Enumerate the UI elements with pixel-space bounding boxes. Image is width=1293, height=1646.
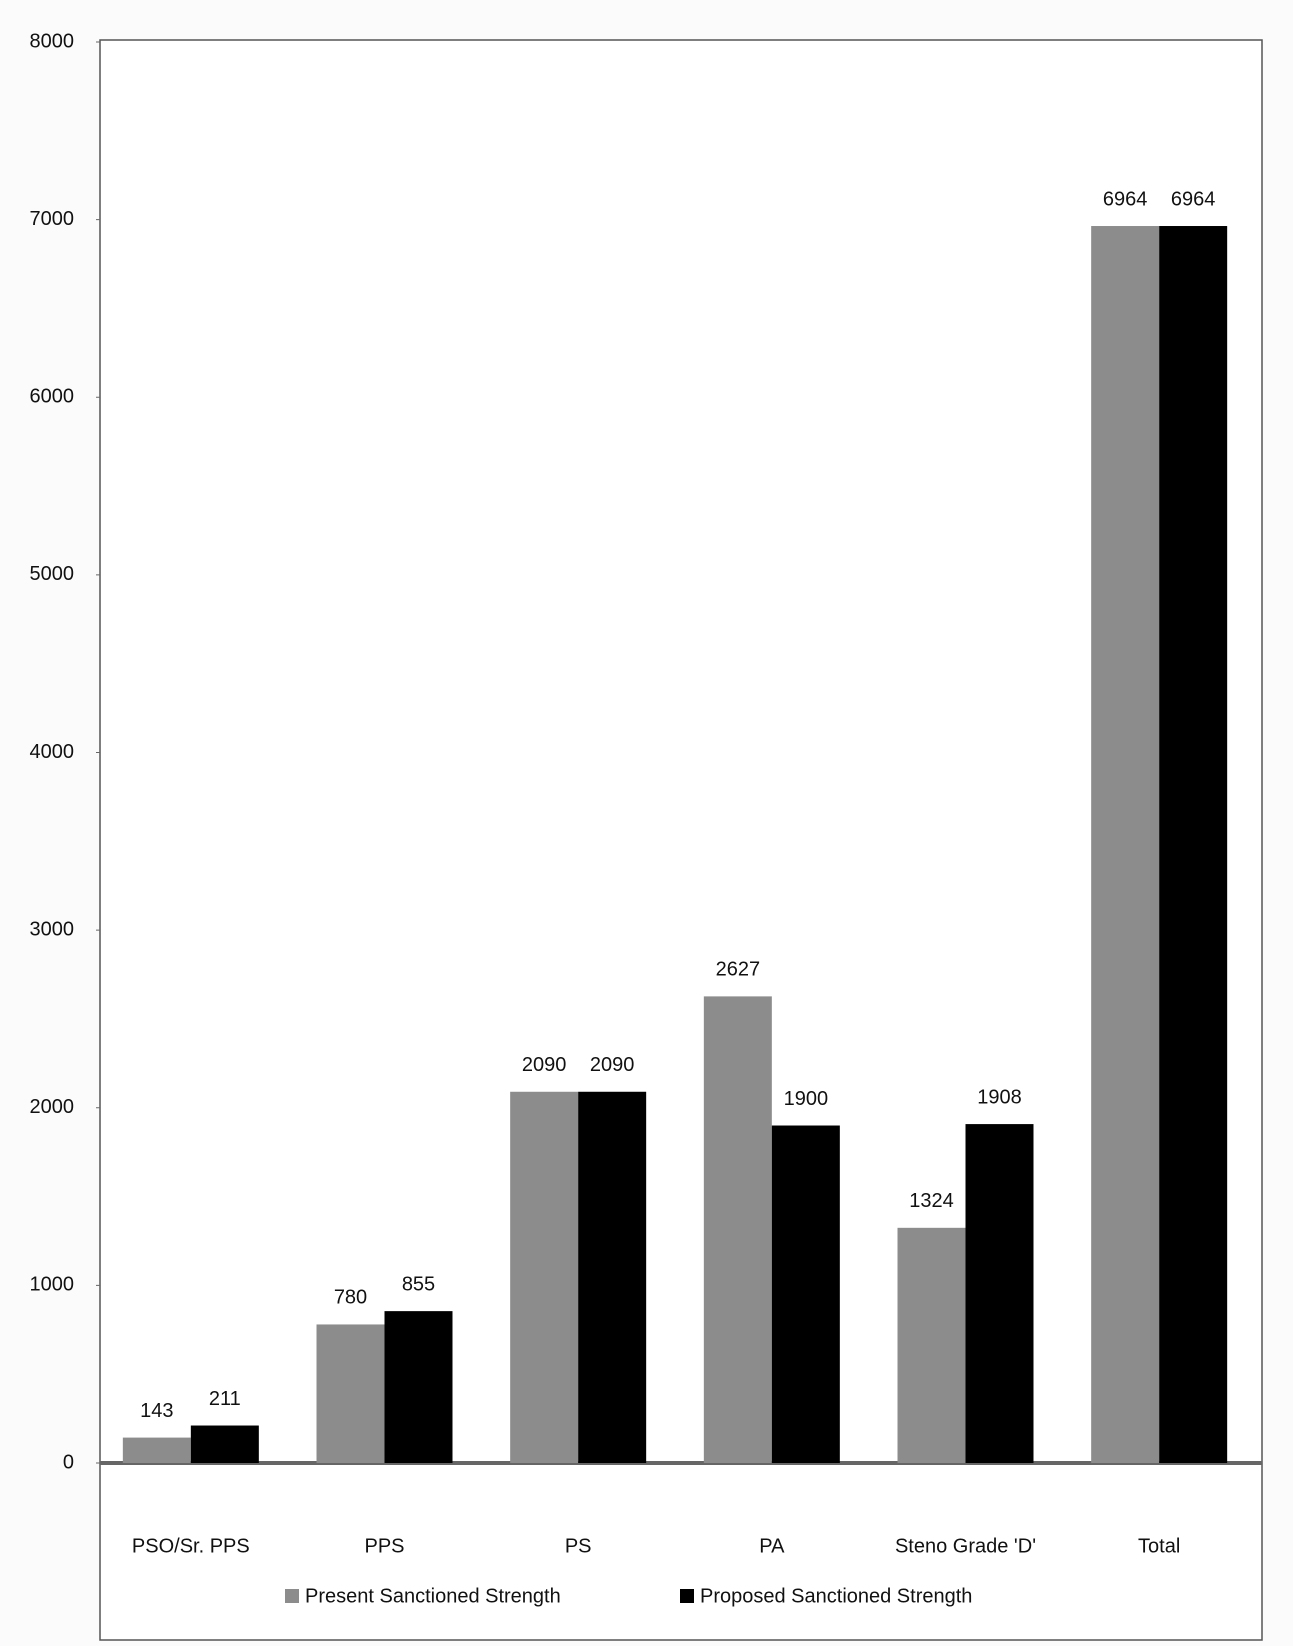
bar (897, 1227, 966, 1463)
y-tick-label: 3000 (30, 918, 75, 940)
value-label: 780 (334, 1287, 367, 1309)
y-tick-label: 2000 (30, 1096, 75, 1118)
y-tick-label: 1000 (30, 1274, 75, 1296)
y-tick-label: 7000 (30, 208, 75, 230)
y-tick-label: 4000 (30, 741, 75, 763)
value-label: 2090 (522, 1054, 567, 1076)
value-label: 1324 (909, 1190, 954, 1212)
bar (771, 1125, 840, 1463)
legend-label: Proposed Sanctioned Strength (700, 1585, 972, 1607)
x-tick-label: PPS (364, 1535, 404, 1557)
x-tick-label: Total (1138, 1535, 1180, 1557)
value-label: 143 (140, 1400, 173, 1422)
legend-swatch (285, 1589, 299, 1603)
bar (510, 1091, 579, 1463)
value-label: 1900 (784, 1088, 829, 1110)
bar (1091, 226, 1160, 1463)
legend-label: Present Sanctioned Strength (305, 1585, 561, 1607)
bar (578, 1091, 647, 1463)
x-tick-label: Steno Grade 'D' (895, 1535, 1036, 1557)
bar (190, 1425, 259, 1463)
value-label: 211 (209, 1388, 241, 1410)
bar (316, 1324, 385, 1463)
y-tick-label: 6000 (30, 386, 75, 408)
value-label: 6964 (1103, 188, 1148, 210)
value-label: 855 (402, 1273, 435, 1295)
bar (703, 996, 772, 1463)
value-label: 2627 (716, 959, 761, 981)
x-tick-label: PA (759, 1535, 785, 1557)
bar (384, 1311, 453, 1463)
value-label: 1908 (977, 1086, 1022, 1108)
y-tick-label: 0 (63, 1451, 74, 1473)
chart-frame (99, 39, 1263, 1641)
value-label: 6964 (1171, 188, 1216, 210)
x-tick-label: PSO/Sr. PPS (132, 1535, 250, 1557)
y-tick-label: 5000 (30, 563, 75, 585)
bar (122, 1437, 191, 1463)
bar (965, 1124, 1034, 1463)
legend-swatch (680, 1589, 694, 1603)
value-label: 2090 (590, 1054, 635, 1076)
x-tick-label: PS (565, 1535, 592, 1557)
bar (1159, 226, 1228, 1463)
y-tick-label: 8000 (30, 30, 75, 52)
